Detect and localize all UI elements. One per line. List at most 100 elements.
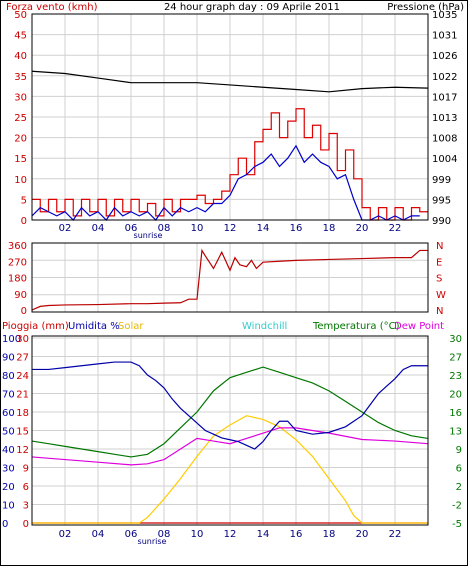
dir-tick-2: 180: [8, 274, 27, 285]
wind-x-tick-8: 18: [323, 223, 336, 234]
pressure-tick-3: 1004: [432, 154, 457, 165]
humidity-tick-3: 30: [2, 464, 15, 475]
wind-tick-9: 45: [14, 31, 27, 42]
temperature-line: [31, 366, 429, 458]
temperature-tick-0: -5: [452, 519, 462, 530]
temp-time-tick-labels: 02 04 06 08 10 12 14 16 18 20 22: [59, 529, 402, 540]
wind-x-tick-6: 14: [257, 223, 270, 234]
wind-tick-1: 5: [21, 195, 27, 206]
temp-x-tick-7: 16: [290, 529, 303, 540]
pressure-tick-8: 1026: [432, 51, 457, 62]
temp-x-tick-5: 12: [224, 529, 237, 540]
compass-label-3: W: [436, 290, 446, 301]
rain-tick-5: 15: [16, 427, 29, 438]
rain-tick-1: 3: [23, 501, 29, 512]
wind-tick-5: 25: [14, 113, 27, 124]
compass-label-0: N: [436, 241, 443, 252]
temperature-tick-7: 20: [449, 390, 462, 401]
direction-tick-labels: 0 90 180 270 360: [8, 241, 27, 317]
temp-x-tick-1: 04: [92, 529, 105, 540]
wind-x-tick-10: 22: [389, 223, 402, 234]
humidity-tick-2: 20: [2, 482, 15, 493]
temperature-tick-1: -2: [452, 501, 462, 512]
temp-x-tick-8: 18: [323, 529, 336, 540]
temp-x-tick-3: 08: [158, 529, 171, 540]
rain-tick-3: 9: [23, 464, 29, 475]
temperature-humidity-frame: [31, 335, 429, 526]
legend-windchill: Windchill: [242, 321, 287, 332]
compass-label-1: E: [436, 257, 442, 268]
humidity-tick-1: 10: [2, 501, 15, 512]
rain-tick-4: 12: [16, 445, 29, 456]
humidity-tick-7: 70: [2, 390, 15, 401]
temperature-tick-6: 16: [449, 408, 462, 419]
legend-rain: Pioggia (mm): [2, 321, 69, 332]
pressure-axis-label: Pressione (hPa): [387, 2, 464, 13]
pressure-tick-0: 990: [432, 216, 451, 227]
wind-direction-frame: [31, 242, 429, 313]
temp-x-tick-4: 10: [191, 529, 204, 540]
legend-humidity: Umidita %: [68, 321, 120, 332]
wind-x-tick-7: 16: [290, 223, 303, 234]
pressure-tick-4: 1008: [432, 134, 457, 145]
direction-line: [31, 248, 428, 311]
legend-solar: Solar: [118, 321, 144, 332]
temp-x-tick-0: 02: [59, 529, 72, 540]
compass-label-4: N: [436, 306, 443, 317]
pressure-tick-2: 999: [432, 175, 451, 186]
wind-x-tick-3: 08: [158, 223, 171, 234]
humidity-tick-5: 50: [2, 427, 15, 438]
humidity-tick-9: 90: [2, 353, 15, 364]
wind-average-line: [31, 144, 420, 221]
temperature-tick-labels: -5 -2 2 6 9 13 16 20 23 27 30: [449, 334, 462, 530]
rain-tick-0: 0: [23, 519, 29, 530]
rain-tick-2: 6: [23, 482, 29, 493]
pressure-tick-1: 995: [432, 195, 451, 206]
humidity-line: [32, 361, 428, 450]
dir-tick-4: 360: [8, 241, 27, 252]
humidity-tick-6: 60: [2, 408, 15, 419]
sunrise-label-top: sunrise: [134, 231, 163, 240]
rain-tick-10: 30: [16, 334, 29, 345]
sunrise-label-bottom: sunrise: [138, 537, 167, 546]
dir-tick-1: 90: [14, 290, 27, 301]
wind-tick-7: 35: [14, 72, 27, 83]
rain-tick-labels: 0 3 6 9 12 15 18 21 24 27 30: [16, 334, 29, 530]
pressure-line: [31, 70, 429, 93]
wind-x-tick-9: 20: [356, 223, 369, 234]
wind-x-tick-4: 10: [191, 223, 204, 234]
wind-gust-line: [32, 108, 428, 221]
dir-tick-3: 270: [8, 257, 27, 268]
dir-tick-0: 0: [21, 306, 27, 317]
wind-axis-label: Forza vento (kmh): [6, 2, 98, 13]
temperature-tick-5: 13: [449, 427, 462, 438]
wind-time-tick-labels: 02 04 06 08 10 12 14 16 18 20 22: [59, 223, 402, 234]
humidity-tick-4: 40: [2, 445, 15, 456]
wind-tick-0: 0: [21, 216, 27, 227]
wind-pressure-series: [31, 70, 429, 221]
wind-tick-8: 40: [14, 51, 27, 62]
humidity-tick-0: 0: [2, 519, 8, 530]
pressure-tick-10: 1035: [432, 10, 457, 21]
wind-pressure-frame: [31, 13, 429, 221]
temperature-tick-8: 23: [449, 371, 462, 382]
temperature-humidity-series: [31, 361, 429, 524]
pressure-tick-labels: 990 995 999 1004 1008 1013 1017 1022 1026 1031 103…: [432, 10, 457, 227]
temperature-tick-4: 9: [456, 445, 462, 456]
wind-tick-10: 50: [14, 10, 27, 21]
humidity-tick-labels: 0 10 20 30 40 50 60 70 80 90 100: [2, 334, 21, 530]
temp-x-tick-10: 22: [389, 529, 402, 540]
wind-tick-3: 15: [14, 154, 27, 165]
temperature-tick-9: 27: [449, 353, 462, 364]
pressure-tick-9: 1031: [432, 31, 457, 42]
rain-tick-9: 27: [16, 353, 29, 364]
graph-title: 24 hour graph day : 09 Aprile 2011: [164, 2, 340, 13]
compass-label-2: S: [436, 274, 442, 285]
pressure-tick-6: 1017: [432, 92, 457, 103]
solar-line: [32, 415, 428, 524]
temperature-tick-3: 6: [456, 464, 462, 475]
temperature-tick-10: 30: [449, 334, 462, 345]
